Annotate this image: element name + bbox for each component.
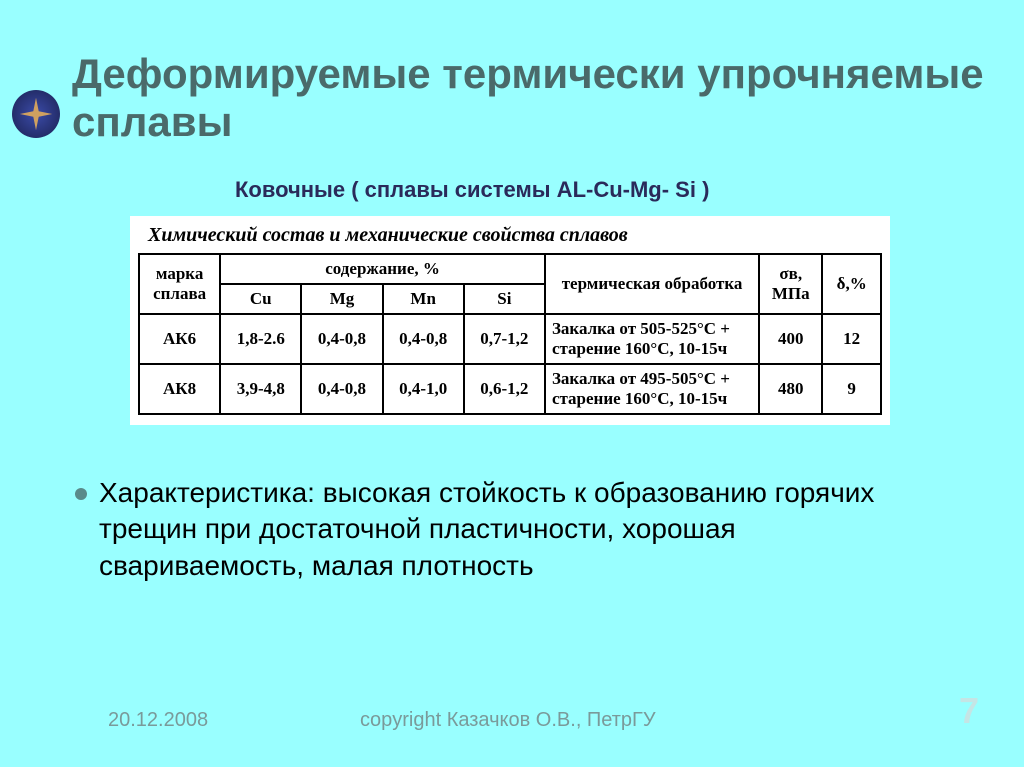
th-mark: марка сплава bbox=[139, 254, 220, 314]
cell-treatment: Закалка от 505-525°С + старение 160°С, 1… bbox=[545, 314, 759, 364]
cell-delta: 12 bbox=[822, 314, 881, 364]
cell-sigma: 400 bbox=[759, 314, 822, 364]
bullet-icon bbox=[75, 488, 87, 500]
th-cu: Cu bbox=[220, 284, 301, 314]
th-mn: Mn bbox=[383, 284, 464, 314]
cell-sigma: 480 bbox=[759, 364, 822, 414]
cell-cu: 1,8-2.6 bbox=[220, 314, 301, 364]
footer-copyright: copyright Казачков О.В., ПетрГУ bbox=[360, 709, 656, 732]
th-content: содержание, % bbox=[220, 254, 545, 284]
th-sigma: σв, МПа bbox=[759, 254, 822, 314]
slide-title: Деформируемые термически упрочняемые спл… bbox=[72, 50, 1024, 147]
bullet-text: Характеристика: высокая стойкость к обра… bbox=[99, 475, 945, 584]
cell-mn: 0,4-1,0 bbox=[383, 364, 464, 414]
alloy-table: марка сплава содержание, % термическая о… bbox=[138, 253, 882, 415]
table-container: Химический состав и механические свойств… bbox=[130, 216, 890, 425]
table-row: АК8 3,9-4,8 0,4-0,8 0,4-1,0 0,6-1,2 Зака… bbox=[139, 364, 881, 414]
page-number: 7 bbox=[959, 690, 979, 732]
th-treatment: термическая обработка bbox=[545, 254, 759, 314]
logo bbox=[12, 90, 60, 138]
cell-mark: АК6 bbox=[139, 314, 220, 364]
cell-mg: 0,4-0,8 bbox=[301, 314, 382, 364]
cell-mark: АК8 bbox=[139, 364, 220, 414]
th-delta: δ,% bbox=[822, 254, 881, 314]
th-mg: Mg bbox=[301, 284, 382, 314]
cell-treatment: Закалка от 495-505°С + старение 160°С, 1… bbox=[545, 364, 759, 414]
th-si: Si bbox=[464, 284, 545, 314]
cell-mg: 0,4-0,8 bbox=[301, 364, 382, 414]
bullet-item: Характеристика: высокая стойкость к обра… bbox=[75, 475, 945, 584]
cell-si: 0,7-1,2 bbox=[464, 314, 545, 364]
footer-date: 20.12.2008 bbox=[108, 709, 208, 732]
cell-si: 0,6-1,2 bbox=[464, 364, 545, 414]
cell-delta: 9 bbox=[822, 364, 881, 414]
cell-cu: 3,9-4,8 bbox=[220, 364, 301, 414]
table-row: АК6 1,8-2.6 0,4-0,8 0,4-0,8 0,7-1,2 Зака… bbox=[139, 314, 881, 364]
slide-subtitle: Ковочные ( сплавы системы AL-Cu-Mg- Si ) bbox=[235, 177, 709, 203]
table-caption: Химический состав и механические свойств… bbox=[138, 222, 882, 253]
cell-mn: 0,4-0,8 bbox=[383, 314, 464, 364]
